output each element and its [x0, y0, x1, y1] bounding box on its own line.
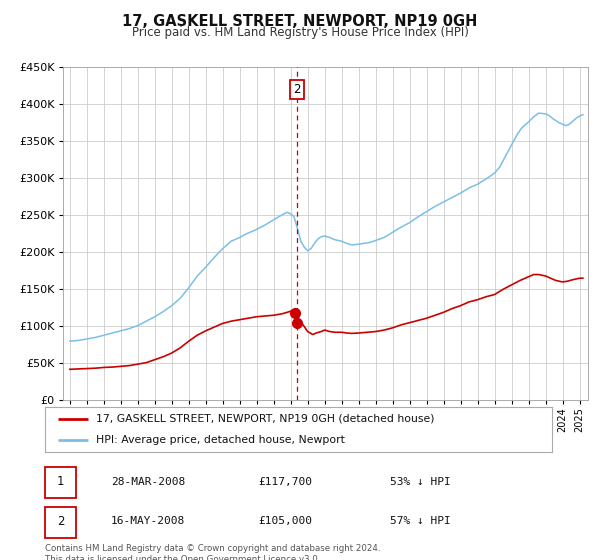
- Text: 1: 1: [57, 475, 64, 488]
- Text: HPI: Average price, detached house, Newport: HPI: Average price, detached house, Newp…: [96, 435, 344, 445]
- Text: 16-MAY-2008: 16-MAY-2008: [111, 516, 185, 526]
- Text: 28-MAR-2008: 28-MAR-2008: [111, 477, 185, 487]
- Text: 2: 2: [57, 515, 64, 528]
- Text: £105,000: £105,000: [258, 516, 312, 526]
- Text: £117,700: £117,700: [258, 477, 312, 487]
- Text: 17, GASKELL STREET, NEWPORT, NP19 0GH (detached house): 17, GASKELL STREET, NEWPORT, NP19 0GH (d…: [96, 414, 434, 424]
- Text: 2: 2: [293, 83, 301, 96]
- Text: Price paid vs. HM Land Registry's House Price Index (HPI): Price paid vs. HM Land Registry's House …: [131, 26, 469, 39]
- Text: 17, GASKELL STREET, NEWPORT, NP19 0GH: 17, GASKELL STREET, NEWPORT, NP19 0GH: [122, 14, 478, 29]
- Text: 57% ↓ HPI: 57% ↓ HPI: [390, 516, 451, 526]
- Text: Contains HM Land Registry data © Crown copyright and database right 2024.
This d: Contains HM Land Registry data © Crown c…: [45, 544, 380, 560]
- Text: 53% ↓ HPI: 53% ↓ HPI: [390, 477, 451, 487]
